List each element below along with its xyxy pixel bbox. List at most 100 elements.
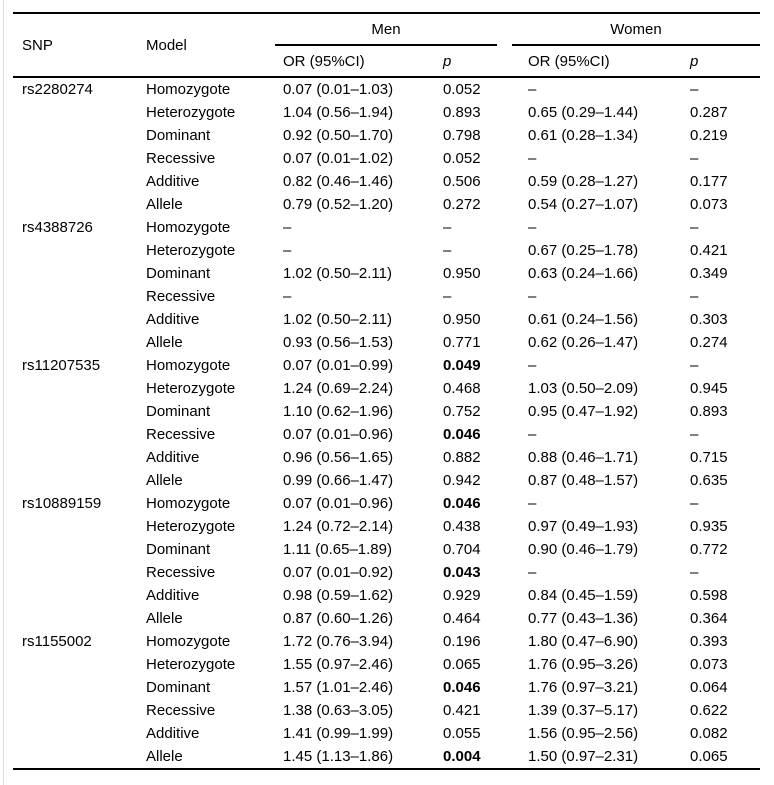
women-p-cell: 0.303 xyxy=(690,311,728,328)
gap-cell xyxy=(497,423,512,446)
model-cell: Dominant xyxy=(146,679,211,696)
table-row: rs10889159 Homozygote 0.07 (0.01–0.96) 0… xyxy=(13,492,760,515)
men-or-cell: 0.07 (0.01–0.99) xyxy=(283,357,394,374)
men-or-cell: 0.98 (0.59–1.62) xyxy=(283,587,394,604)
men-or-cell: 0.07 (0.01–0.92) xyxy=(283,564,394,581)
table-row: Recessive 0.07 (0.01–0.96) 0.046 – – xyxy=(13,423,760,446)
table-row: Dominant 1.11 (0.65–1.89) 0.704 0.90 (0.… xyxy=(13,538,760,561)
men-p-cell: – xyxy=(443,219,452,236)
gap-cell xyxy=(497,561,512,584)
snp-cell xyxy=(13,469,146,492)
men-p-cell: 0.506 xyxy=(443,173,481,190)
model-cell: Recessive xyxy=(146,150,216,167)
women-p-cell: 0.082 xyxy=(690,725,728,742)
snp-cell xyxy=(13,400,146,423)
table-row: Additive 0.82 (0.46–1.46) 0.506 0.59 (0.… xyxy=(13,170,760,193)
women-or-cell: 1.50 (0.97–2.31) xyxy=(528,748,639,765)
snp-cell xyxy=(13,170,146,193)
column-header-model: Model xyxy=(146,13,275,78)
snp-cell xyxy=(13,676,146,699)
gap-cell xyxy=(497,77,512,101)
table-row: Heterozygote 1.24 (0.69–2.24) 0.468 1.03… xyxy=(13,377,760,400)
gap-cell xyxy=(497,607,512,630)
men-or-cell: 0.07 (0.01–1.03) xyxy=(283,81,394,98)
men-or-cell: 0.79 (0.52–1.20) xyxy=(283,196,394,213)
gap-cell xyxy=(497,124,512,147)
model-cell: Allele xyxy=(146,748,183,765)
model-cell: Heterozygote xyxy=(146,104,236,121)
women-or-cell: 0.54 (0.27–1.07) xyxy=(528,196,639,213)
men-p-cell: – xyxy=(443,242,452,259)
men-p-cell: 0.046 xyxy=(443,495,481,512)
table-row: Allele 1.45 (1.13–1.86) 0.004 1.50 (0.97… xyxy=(13,745,760,769)
snp-cell xyxy=(13,653,146,676)
model-cell: Additive xyxy=(146,311,200,328)
snp-cell xyxy=(13,377,146,400)
snp-cell xyxy=(13,584,146,607)
women-p-cell: – xyxy=(690,495,699,512)
men-p-cell: 0.272 xyxy=(443,196,481,213)
snp-cell xyxy=(13,193,146,216)
men-p-cell: 0.052 xyxy=(443,81,481,98)
gap-cell xyxy=(497,745,512,769)
gap-cell xyxy=(497,262,512,285)
gap-cell xyxy=(497,469,512,492)
model-cell: Additive xyxy=(146,173,200,190)
women-p-cell: – xyxy=(690,219,699,236)
table-row: Recessive 1.38 (0.63–3.05) 0.421 1.39 (0… xyxy=(13,699,760,722)
snp-cell xyxy=(13,239,146,262)
table-row: Heterozygote – – 0.67 (0.25–1.78) 0.421 xyxy=(13,239,760,262)
men-or-cell: 0.07 (0.01–0.96) xyxy=(283,495,394,512)
women-p-cell: 0.274 xyxy=(690,334,728,351)
men-p-cell: 0.464 xyxy=(443,610,481,627)
snp-cell: rs4388726 xyxy=(22,219,93,236)
women-p-cell: 0.945 xyxy=(690,380,728,397)
men-or-cell: 1.24 (0.72–2.14) xyxy=(283,518,394,535)
column-header-women-or: OR (95%CI) xyxy=(512,45,682,78)
column-group-men: Men xyxy=(275,13,497,46)
model-cell: Dominant xyxy=(146,265,211,282)
snp-cell xyxy=(13,124,146,147)
men-or-cell: 0.07 (0.01–0.96) xyxy=(283,426,394,443)
table-row: Allele 0.93 (0.56–1.53) 0.771 0.62 (0.26… xyxy=(13,331,760,354)
men-p-cell: 0.004 xyxy=(443,748,481,765)
women-or-cell: 0.59 (0.28–1.27) xyxy=(528,173,639,190)
women-or-cell: 1.03 (0.50–2.09) xyxy=(528,380,639,397)
snp-cell xyxy=(13,308,146,331)
model-cell: Heterozygote xyxy=(146,380,236,397)
women-p-cell: 0.393 xyxy=(690,633,728,650)
women-or-cell: 0.63 (0.24–1.66) xyxy=(528,265,639,282)
men-or-cell: 1.24 (0.69–2.24) xyxy=(283,380,394,397)
snp-cell xyxy=(13,423,146,446)
women-p-cell: 0.349 xyxy=(690,265,728,282)
men-or-cell: 0.92 (0.50–1.70) xyxy=(283,127,394,144)
column-gap xyxy=(497,13,512,78)
men-p-cell: 0.049 xyxy=(443,357,481,374)
men-p-cell: 0.893 xyxy=(443,104,481,121)
women-or-cell: 0.65 (0.29–1.44) xyxy=(528,104,639,121)
women-p-cell: 0.073 xyxy=(690,656,728,673)
women-p-cell: 0.598 xyxy=(690,587,728,604)
table-row: Additive 1.02 (0.50–2.11) 0.950 0.61 (0.… xyxy=(13,308,760,331)
page-edge-line xyxy=(3,0,4,785)
column-group-women: Women xyxy=(512,13,761,46)
men-or-cell: 1.02 (0.50–2.11) xyxy=(283,311,392,328)
men-or-cell: 0.93 (0.56–1.53) xyxy=(283,334,394,351)
table-row: rs4388726 Homozygote – – – – xyxy=(13,216,760,239)
women-or-cell: 0.88 (0.46–1.71) xyxy=(528,449,639,466)
men-or-cell: 0.87 (0.60–1.26) xyxy=(283,610,394,627)
men-p-cell: 0.043 xyxy=(443,564,481,581)
men-or-cell: 1.04 (0.56–1.94) xyxy=(283,104,394,121)
men-or-cell: 1.41 (0.99–1.99) xyxy=(283,725,394,742)
table-row: rs2280274 Homozygote 0.07 (0.01–1.03) 0.… xyxy=(13,77,760,101)
men-p-cell: – xyxy=(443,288,452,305)
women-p-cell: 0.421 xyxy=(690,242,728,259)
women-p-cell: 0.635 xyxy=(690,472,728,489)
women-p-cell: 0.287 xyxy=(690,104,728,121)
gap-cell xyxy=(497,239,512,262)
women-p-cell: – xyxy=(690,426,699,443)
women-p-cell: – xyxy=(690,357,699,374)
men-p-cell: 0.929 xyxy=(443,587,481,604)
women-or-cell: 1.76 (0.97–3.21) xyxy=(528,679,639,696)
model-cell: Additive xyxy=(146,725,200,742)
